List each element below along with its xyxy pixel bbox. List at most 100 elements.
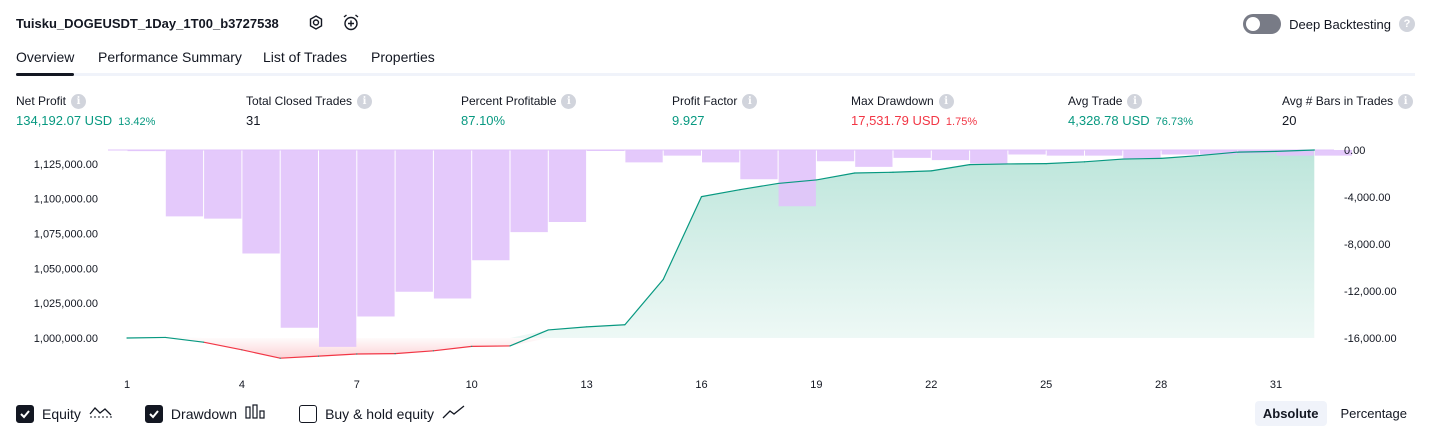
percentage-button[interactable]: Percentage bbox=[1340, 406, 1408, 421]
metric-sub-value: 76.73% bbox=[1155, 116, 1193, 128]
metric-title: Total Closed Trades bbox=[246, 94, 353, 108]
equity-point bbox=[1122, 158, 1124, 160]
buy-hold-line-icon bbox=[442, 404, 466, 425]
alarm-add-icon[interactable] bbox=[341, 13, 361, 33]
drawdown-bar bbox=[319, 150, 357, 347]
equity-line-segment bbox=[1122, 157, 1162, 160]
legend-buy-hold-equity[interactable]: Buy & hold equity bbox=[299, 404, 466, 425]
info-icon[interactable]: i bbox=[357, 93, 373, 109]
metric-title: Avg Trade bbox=[1068, 94, 1123, 108]
drawdown-bar bbox=[472, 150, 510, 261]
drawdown-bar bbox=[1199, 150, 1238, 155]
info-icon[interactable]: i bbox=[561, 93, 577, 109]
legend-drawdown[interactable]: Drawdown bbox=[144, 403, 267, 425]
equity-point bbox=[892, 171, 894, 173]
equity-point bbox=[815, 179, 818, 181]
left-axis-tick-label: 1,100,000.00 bbox=[34, 194, 98, 206]
equity-point bbox=[1083, 161, 1086, 163]
metric-title: Max Drawdown bbox=[851, 94, 934, 108]
equity-point bbox=[1237, 151, 1239, 153]
drawdown-bar bbox=[280, 150, 318, 328]
left-axis-tick-label: 1,075,000.00 bbox=[34, 229, 98, 241]
x-axis-tick-label: 19 bbox=[810, 379, 822, 391]
left-axis-tick-label: 1,025,000.00 bbox=[34, 298, 98, 310]
deep-backtesting-toggle[interactable] bbox=[1243, 14, 1282, 34]
equity-line-segment bbox=[280, 355, 319, 359]
equity-line-segment bbox=[586, 324, 625, 328]
x-axis-tick-label: 13 bbox=[580, 379, 592, 391]
metric-sub-value: 1.75% bbox=[945, 116, 978, 128]
equity-point bbox=[854, 172, 856, 174]
drawdown-bars-icon bbox=[245, 403, 267, 425]
right-axis-tick-label: -16,000.00 bbox=[1344, 333, 1397, 345]
legend-equity[interactable]: Equity bbox=[16, 404, 113, 425]
metric-value: 9.927 bbox=[672, 113, 705, 128]
drawdown-bar bbox=[855, 150, 893, 167]
equity-line-segment bbox=[854, 171, 894, 174]
equity-drawdown-chart[interactable]: 1,125,000.00 1,100,000.00 1,075,000.00 1,05… bbox=[0, 140, 1431, 395]
drawdown-bar bbox=[395, 150, 433, 292]
left-axis-tick-label: 1,050,000.00 bbox=[34, 263, 98, 275]
equity-point bbox=[1045, 163, 1047, 165]
drawdown-bar bbox=[740, 150, 778, 180]
equity-point bbox=[126, 337, 128, 339]
equity-line-segment bbox=[778, 179, 817, 185]
equity-point bbox=[586, 326, 588, 328]
metrics-row: Net Profit i 134,192.07 USD 13.42% Total C… bbox=[0, 92, 1431, 132]
info-icon[interactable]: i bbox=[742, 93, 758, 109]
drawdown-bar bbox=[1046, 150, 1084, 156]
equity-line-segment bbox=[241, 349, 281, 359]
info-icon[interactable]: i bbox=[71, 93, 87, 109]
help-icon[interactable]: ? bbox=[1399, 16, 1415, 32]
metric-max-drawdown: Max Drawdown i 17,531.79 USD 1.75% bbox=[851, 92, 977, 128]
equity-checkbox[interactable] bbox=[16, 405, 34, 423]
equity-line-segment bbox=[1199, 151, 1238, 157]
equity-line-segment bbox=[1084, 158, 1123, 163]
info-icon[interactable]: i bbox=[938, 93, 954, 109]
equity-line-segment bbox=[318, 353, 357, 357]
drawdown-bar bbox=[1276, 150, 1314, 156]
deep-backtesting-label: Deep Backtesting bbox=[1289, 16, 1391, 32]
metric-value: 31 bbox=[246, 113, 261, 128]
x-axis-tick-label: 22 bbox=[925, 379, 937, 391]
drawdown-bar bbox=[702, 150, 740, 163]
equity-point bbox=[930, 170, 932, 172]
tab-list-of-trades[interactable]: List of Trades bbox=[263, 49, 348, 65]
equity-line-segment bbox=[126, 336, 166, 339]
equity-line-segment bbox=[203, 341, 243, 351]
drawdown-bar bbox=[1008, 150, 1046, 155]
metric-value: 20 bbox=[1282, 113, 1297, 128]
equity-point bbox=[700, 196, 703, 198]
tab-performance-summary[interactable]: Performance Summary bbox=[98, 49, 242, 65]
legend-label: Buy & hold equity bbox=[325, 406, 435, 422]
drawdown-checkbox[interactable] bbox=[144, 405, 163, 423]
info-icon[interactable]: i bbox=[1127, 93, 1143, 109]
drawdown-bars-layer bbox=[127, 150, 1353, 347]
tab-bar: Overview Performance Summary List of Tra… bbox=[16, 46, 1415, 76]
chart-legend: Equity Drawdown Buy & hold equity bbox=[16, 403, 498, 425]
metric-percent-profitable: Percent Profitable i 87.10% bbox=[461, 92, 577, 128]
drawdown-bar bbox=[625, 150, 663, 163]
buy-hold-checkbox[interactable] bbox=[299, 405, 318, 423]
drawdown-bar bbox=[1123, 150, 1161, 159]
chart-axes: 1,125,000.00 1,100,000.00 1,075,000.00 1,05… bbox=[34, 145, 1397, 391]
drawdown-bar bbox=[931, 150, 970, 161]
drawdown-bar bbox=[1314, 150, 1353, 156]
metric-title: Percent Profitable bbox=[461, 94, 557, 108]
equity-point bbox=[356, 353, 358, 355]
absolute-button[interactable]: Absolute bbox=[1254, 401, 1327, 426]
equity-point bbox=[624, 324, 626, 326]
equity-line-segment bbox=[395, 350, 434, 355]
metric-net-profit: Net Profit i 134,192.07 USD 13.42% bbox=[16, 92, 155, 128]
tab-properties[interactable]: Properties bbox=[371, 49, 435, 65]
equity-point bbox=[1275, 150, 1277, 152]
equity-point bbox=[662, 278, 664, 281]
info-icon[interactable]: i bbox=[1398, 93, 1414, 109]
tab-overview[interactable]: Overview bbox=[16, 49, 75, 76]
equity-point bbox=[317, 355, 320, 357]
display-mode-switch: Absolute Percentage bbox=[1254, 401, 1415, 426]
equity-line-segment bbox=[1237, 150, 1277, 153]
equity-line-segment bbox=[662, 196, 703, 280]
metric-value: 17,531.79 USD bbox=[851, 113, 940, 128]
settings-gear-icon[interactable] bbox=[306, 13, 326, 33]
